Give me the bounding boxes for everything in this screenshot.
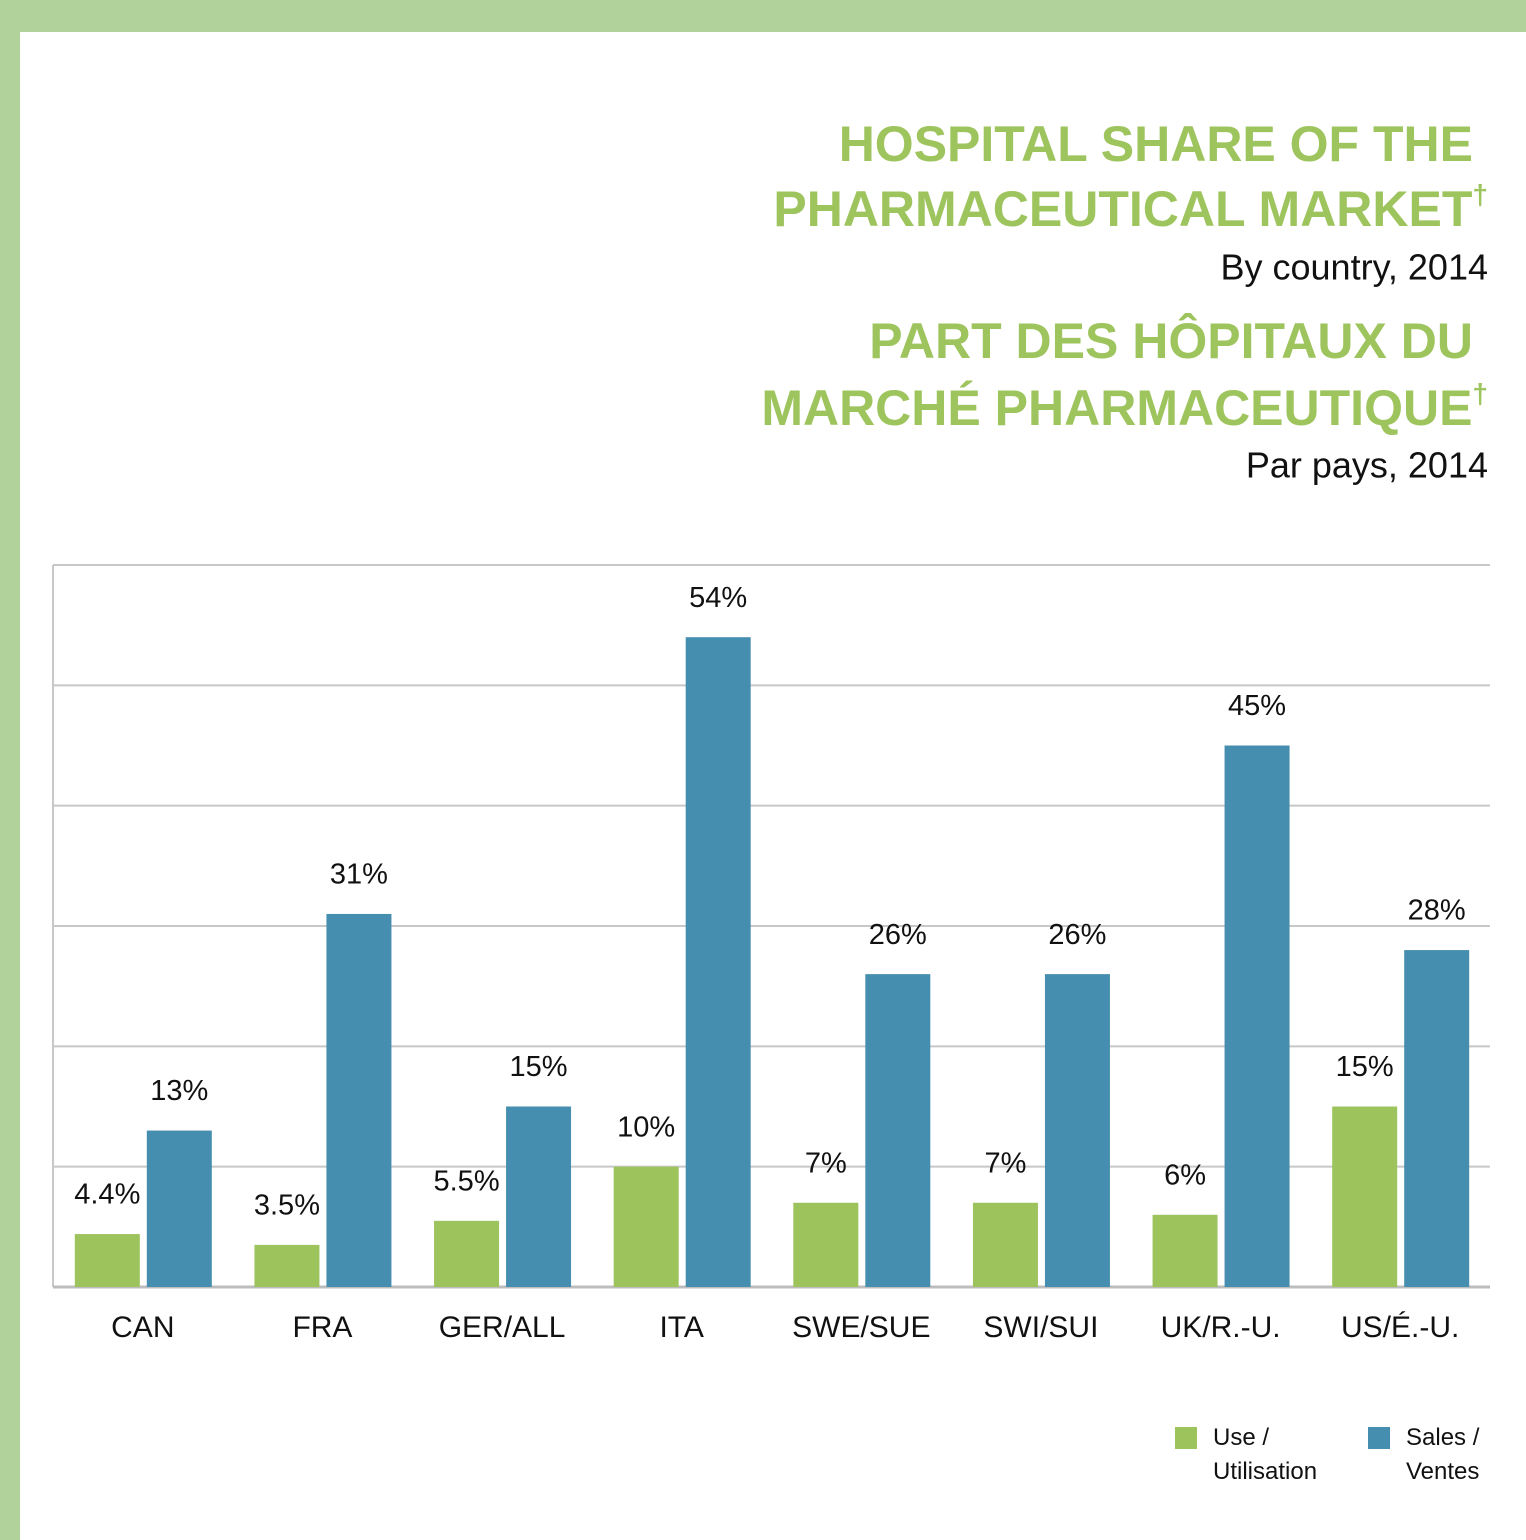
x-tick-label: SWE/SUE [792,1311,930,1344]
top-border [0,0,1526,32]
title-text: PHARMACEUTICAL MARKET [773,181,1472,237]
note-mark: † [1472,378,1488,409]
x-tick-label: US/É.-U. [1341,1311,1459,1344]
value-label: 15% [1336,1051,1394,1083]
legend-item: Use / Utilisation [1175,1421,1337,1489]
bar [1152,1214,1218,1287]
bar [685,637,751,1287]
bar [1044,974,1110,1287]
title-text: HOSPITAL SHARE OF THE [839,116,1473,172]
value-label: 28% [1408,895,1466,927]
bar [1404,950,1470,1287]
legend-label: Use / Utilisation [1213,1424,1318,1485]
bar [74,1234,140,1287]
x-tick-label: FRA [292,1311,352,1344]
x-tick-label: ITA [659,1311,703,1344]
value-label: 3.5% [254,1190,320,1222]
note-mark: † [1472,179,1488,210]
bar [793,1202,859,1287]
value-label: 54% [689,582,747,614]
legend-swatch [1368,1427,1390,1449]
title-text: PART DES HÔPITAUX DU [869,312,1473,369]
subtitle: Par pays, 2014 [1246,445,1488,486]
bar [254,1244,320,1287]
title-line: HOSPITAL SHARE OF THE [839,116,1473,172]
value-label: 6% [1164,1159,1206,1191]
bar [972,1202,1038,1287]
left-border [0,0,20,1540]
x-tick-label: SWI/SUI [983,1311,1098,1344]
value-label: 45% [1228,690,1286,722]
bar [1224,745,1290,1287]
value-label: 26% [869,919,927,951]
x-tick-label: CAN [111,1311,174,1344]
value-label: 10% [617,1111,675,1143]
value-label: 26% [1048,919,1106,951]
value-label: 7% [984,1147,1026,1179]
legend-item: Sales / Ventes [1368,1421,1494,1489]
bar [1332,1106,1398,1287]
legend-swatch [1175,1427,1197,1449]
title-line: MARCHÉ PHARMACEUTIQUE† [761,378,1488,436]
bar [865,974,931,1287]
bar [434,1220,500,1287]
value-label: 13% [150,1075,208,1107]
value-label: 5.5% [434,1165,500,1197]
title-line: PHARMACEUTICAL MARKET† [773,179,1488,237]
value-label: 4.4% [74,1179,140,1211]
value-label: 7% [805,1147,847,1179]
bar [613,1166,679,1287]
title-text: MARCHÉ PHARMACEUTIQUE [761,380,1472,436]
value-label: 31% [330,859,388,891]
bar [326,913,392,1287]
title-line: PART DES HÔPITAUX DU [869,312,1473,369]
x-tick-label: GER/ALL [439,1311,566,1344]
bar [506,1106,572,1287]
legend-label: Sales / Ventes [1406,1424,1480,1485]
value-label: 15% [510,1051,568,1083]
bar [146,1130,212,1287]
x-tick-label: UK/R.-U. [1161,1311,1281,1344]
subtitle: By country, 2014 [1221,247,1489,288]
